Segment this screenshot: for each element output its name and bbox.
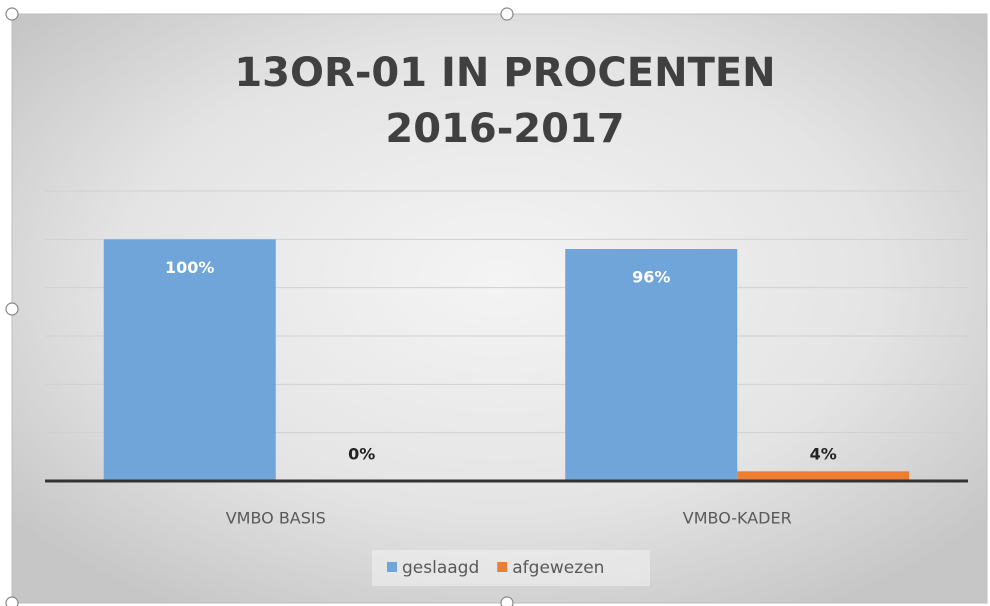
bar <box>565 249 738 481</box>
bar <box>103 239 276 481</box>
chart-title: 2016-2017 <box>385 106 624 152</box>
handles <box>5 7 514 606</box>
legend-label: afgewezen <box>512 558 604 578</box>
data-label: 4% <box>810 445 837 464</box>
chart-title: 13OR-01 IN PROCENTEN <box>234 50 775 96</box>
legend-swatch <box>387 562 397 572</box>
x-tick-label: VMBO-KADER <box>683 509 792 528</box>
data-label: 0% <box>348 445 375 464</box>
resize-handle[interactable] <box>5 302 19 316</box>
x-tick-label: VMBO BASIS <box>226 509 326 528</box>
resize-handle[interactable] <box>5 596 19 606</box>
legend-label: geslaagd <box>402 558 479 578</box>
data-label: 96% <box>632 268 670 287</box>
legend-swatch <box>497 562 508 572</box>
legend-box <box>372 550 650 586</box>
bar <box>737 471 910 481</box>
resize-handle[interactable] <box>5 7 19 21</box>
resize-handle[interactable] <box>500 7 514 21</box>
resize-handle[interactable] <box>500 596 514 606</box>
data-label: 100% <box>165 258 214 277</box>
